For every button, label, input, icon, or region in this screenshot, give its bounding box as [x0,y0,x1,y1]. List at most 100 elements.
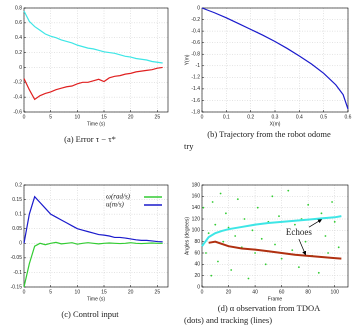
scatter-point [278,215,280,218]
legend-label: ω(rad/s) [106,193,131,201]
data-line [23,241,163,288]
scatter-point [287,189,290,192]
plot-frame [201,184,349,288]
y-tick-label: -0.4 [13,94,22,100]
data-line [23,66,163,101]
y-tick-label: -0.15 [11,284,23,290]
scatter-point [307,203,310,206]
plot-area [24,185,168,287]
scatter-point [264,263,267,266]
x-tick-label: 20 [128,289,134,295]
x-axis-label: Frame [268,296,283,302]
x-tick-label: 0.6 [345,114,352,120]
x-tick-label: 10 [75,289,81,295]
scatter-point [227,226,230,229]
y-tick-label: -0.6 [13,109,22,115]
y-axis-label: Angles (degrees) [184,217,190,255]
plot-area [202,8,348,112]
scatter-point [251,229,254,232]
x-tick-label: 15 [101,114,107,120]
x-tick-label: 80 [305,289,311,295]
plot-area [202,185,348,287]
scatter-point [222,240,225,243]
scatter-point [210,274,213,277]
scatter-point [205,252,207,254]
y-tick-label: 0.8 [15,5,22,11]
x-tick-label: 25 [155,289,161,295]
scatter-point [320,212,323,215]
y-tick-label: 0.4 [15,35,22,41]
scatter-point [291,249,294,252]
y-tick-label: 0.2 [15,182,22,188]
scatter-point [202,206,205,209]
y-tick-label: 180 [192,182,201,188]
caption: (d) α observation from TDOA [218,303,321,313]
scatter-point [297,266,300,269]
annotation-arrow [298,239,307,256]
scatter-point [271,195,274,198]
y-tick-label: -0.4 [191,28,200,34]
scatter-point [260,237,263,240]
y-tick-label: 0.05 [12,226,22,232]
x-tick-label: 0.5 [320,114,327,120]
y-tick-label: -1.2 [191,75,200,81]
y-tick-label: -1.6 [191,98,200,104]
scatter-point [256,206,259,209]
x-tick-label: 10 [75,114,81,120]
y-tick-label: -0.6 [191,40,200,46]
y-tick-label: -1.4 [191,86,200,92]
plot-frame [23,184,169,288]
y-tick-label: 60 [194,250,200,256]
y-tick-label: -1.8 [191,109,200,115]
y-tick-label: -1 [196,63,201,69]
y-tick-label: 100 [192,228,201,234]
scatter-point [254,252,256,254]
y-tick-label: 0 [19,65,22,71]
caption: (b) Trajectory from the robot odome [207,129,331,139]
y-tick-label: 120 [192,216,201,222]
y-tick-label: 140 [192,205,201,211]
x-tick-label: 5 [49,114,52,120]
y-tick-label: 0 [197,5,200,11]
x-tick-label: 100 [331,289,340,295]
data-line [23,10,163,64]
annotation-box [280,227,317,240]
scatter-point [304,240,307,243]
data-line [201,215,342,247]
scatter-point [294,223,296,226]
y-tick-label: -0.2 [191,17,200,23]
scatter-point [331,201,333,203]
y-tick-label: -0.05 [11,255,23,261]
scatter-point [224,212,227,215]
x-tick-label: 60 [279,289,285,295]
y-tick-label: -0.2 [13,80,22,86]
x-tick-label: 0.2 [247,114,254,120]
x-axis-label: Time (s) [87,121,105,127]
scatter-point [247,277,250,280]
caption: (c) Control input [61,309,119,319]
data-line [208,240,342,260]
data-line [201,7,349,110]
x-tick-label: 20 [128,114,134,120]
caption: try [184,141,194,151]
x-axis-label: X(m) [270,121,281,127]
scatter-point [207,232,210,235]
scatter-point [324,235,327,237]
scatter-point [333,220,336,223]
caption: (a) Error τ − τ* [64,134,116,144]
y-tick-label: 0.15 [12,197,22,203]
scatter-point [230,269,233,271]
y-tick-label: 0 [19,241,22,247]
y-tick-label: 80 [194,239,200,245]
x-tick-label: 0 [201,114,204,120]
legend-label: u(m/s) [106,201,125,209]
scatter-point [236,198,239,201]
x-tick-label: 25 [155,114,161,120]
scatter-point [211,201,214,203]
scatter-point [327,252,329,254]
y-tick-label: 160 [192,194,201,200]
scatter-point [217,260,219,263]
annotation: Echoes [286,227,312,237]
